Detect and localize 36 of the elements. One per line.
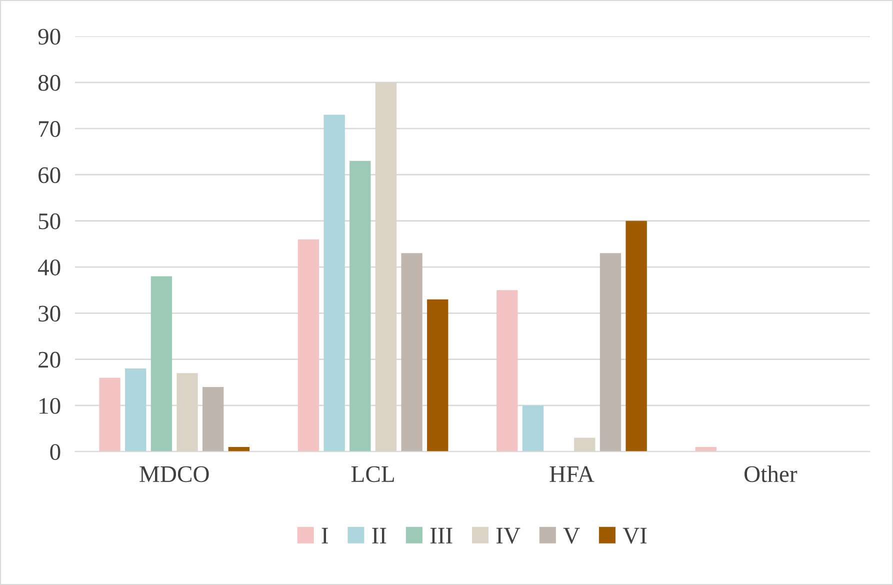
legend-label: IV [496, 528, 520, 544]
y-tick-label: 0 [50, 444, 60, 460]
y-tick-label: 20 [38, 352, 60, 368]
bar [202, 387, 224, 452]
x-tick-label: LCL [351, 466, 394, 482]
bar [298, 239, 320, 452]
legend-label: II [372, 528, 386, 544]
y-tick-label: 90 [38, 28, 60, 45]
y-tick-label: 70 [39, 121, 60, 137]
legend-label: I [322, 528, 328, 544]
y-tick-label: 60 [38, 167, 60, 184]
bar [350, 160, 371, 452]
y-tick-label: 30 [38, 306, 60, 322]
x-tick-label: MDCO [140, 466, 209, 482]
x-tick-label: HFA [550, 466, 594, 482]
legend-label: III [430, 528, 452, 544]
bar [150, 276, 172, 452]
bar [427, 299, 448, 452]
bar [375, 82, 397, 452]
legend-label: V [563, 528, 580, 544]
bar [176, 373, 198, 452]
bar [522, 405, 544, 452]
y-tick-label: 50 [38, 213, 60, 230]
x-tick-label: Other [744, 466, 798, 482]
legend-label: VI [622, 528, 647, 544]
bar [99, 378, 120, 452]
y-tick-label: 10 [40, 398, 60, 414]
bar [496, 290, 518, 452]
bar [626, 220, 647, 452]
y-tick-label: 80 [38, 74, 60, 91]
bar [125, 368, 146, 452]
bar [401, 253, 422, 452]
bar [600, 253, 622, 452]
y-tick-label: 40 [38, 260, 60, 276]
bar [574, 438, 596, 452]
bar [324, 114, 345, 452]
